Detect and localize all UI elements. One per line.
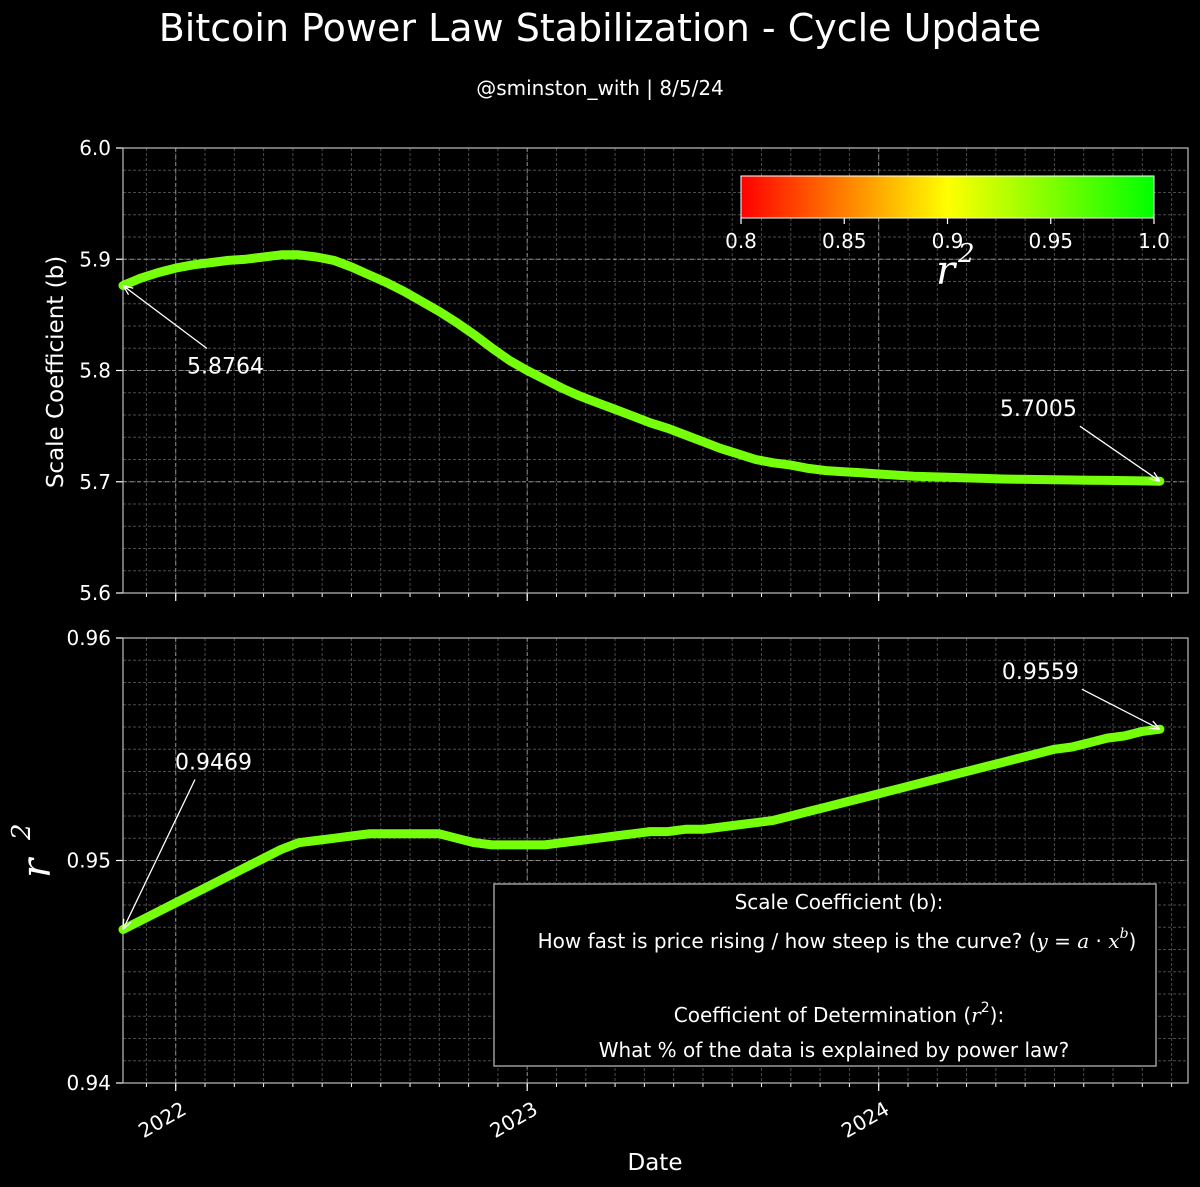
- data-annotation: 5.8764: [123, 286, 264, 380]
- y-tick-label: 5.8: [79, 359, 111, 383]
- annotation-arrow: [1079, 425, 1160, 481]
- info-box-formula-x: x: [1108, 929, 1119, 953]
- bottom-y-axis-label-r: r: [14, 856, 60, 878]
- colorbar-tick-label: 0.9: [932, 229, 964, 253]
- series-line: [118, 724, 1165, 934]
- y-tick-label: 0.94: [66, 1071, 111, 1095]
- info-box-line-3-exponent: 2: [981, 1000, 990, 1016]
- annotation-label: 0.9469: [175, 750, 252, 775]
- chart-subtitle: @sminston_with | 8/5/24: [476, 76, 724, 100]
- x-tick-label: 2022: [134, 1097, 190, 1143]
- y-tick-label: 5.9: [79, 247, 111, 271]
- bottom-y-axis-label-exponent: 2: [7, 823, 37, 841]
- info-box-line-3-r: r: [971, 1003, 982, 1027]
- info-box-formula-b: b: [1120, 926, 1129, 942]
- annotation-arrow: [1081, 688, 1160, 729]
- info-box-formula-a: a: [1077, 929, 1089, 953]
- colorbar-label-exponent: 2: [957, 239, 975, 269]
- colorbar: 0.8 0.85 0.9 0.95 1.0 r 2: [725, 175, 1170, 294]
- annotation-arrow: [123, 779, 196, 929]
- chart-title: Bitcoin Power Law Stabilization - Cycle …: [158, 6, 1042, 50]
- colorbar-ticks: 0.8 0.85 0.9 0.95 1.0: [725, 218, 1170, 253]
- colorbar-tick-label: 0.95: [1028, 229, 1073, 253]
- annotation-label: 5.8764: [187, 355, 264, 380]
- info-box-line-3-text: Coefficient of Determination (: [674, 1003, 971, 1027]
- x-axis-label: Date: [628, 1150, 683, 1176]
- info-box: Scale Coefficient (b): How fast is price…: [493, 883, 1157, 1067]
- y-tick-label: 5.6: [79, 581, 111, 605]
- x-tick-label: 2023: [486, 1097, 542, 1143]
- info-box-formula-close: ): [1129, 929, 1137, 953]
- data-annotation: 5.7005: [1000, 397, 1160, 481]
- annotation-arrow: [123, 286, 208, 350]
- info-box-line-3: Coefficient of Determination (r2):: [674, 1000, 1004, 1027]
- colorbar-gradient: [740, 175, 1155, 219]
- info-box-formula-eq: =: [1048, 929, 1077, 953]
- data-annotation: 0.9469: [123, 750, 252, 929]
- annotation-label: 5.7005: [1000, 397, 1077, 422]
- y-tick-label: 6.0: [79, 136, 111, 160]
- info-box-line-4: What % of the data is explained by power…: [599, 1038, 1070, 1062]
- series-line: [118, 250, 1165, 486]
- info-box-frame: [493, 883, 1157, 1067]
- info-box-line-3-close: ):: [990, 1003, 1005, 1027]
- y-tick-label: 5.7: [79, 470, 111, 494]
- info-box-line-1: Scale Coefficient (b):: [735, 890, 944, 914]
- info-box-line-2-text: How fast is price rising / how steep is …: [538, 929, 1037, 953]
- scale-coefficient-panel: 5.6 5.7 5.8 5.9 6.0 5.8764 5.7005: [79, 136, 1189, 605]
- info-box-line-2: How fast is price rising / how steep is …: [538, 926, 1137, 953]
- plot-frame: [122, 637, 1189, 1084]
- data-annotation: 0.9559: [1002, 660, 1160, 729]
- info-box-formula-dot: ·: [1089, 929, 1108, 953]
- plot-frame: [122, 147, 1189, 594]
- colorbar-tick-label: 0.85: [822, 229, 867, 253]
- colorbar-tick-label: 1.0: [1138, 229, 1170, 253]
- colorbar-tick-label: 0.8: [725, 229, 757, 253]
- colorbar-label-r: r: [936, 248, 958, 294]
- annotation-label: 0.9559: [1002, 660, 1079, 685]
- bottom-y-axis-label: r 2: [7, 823, 60, 878]
- top-y-axis-label: Scale Coefficient (b): [43, 256, 69, 488]
- y-tick-label: 0.95: [66, 849, 111, 873]
- x-tick-label: 2024: [837, 1097, 893, 1143]
- y-tick-label: 0.96: [66, 626, 111, 650]
- info-box-formula-y: y: [1035, 929, 1048, 953]
